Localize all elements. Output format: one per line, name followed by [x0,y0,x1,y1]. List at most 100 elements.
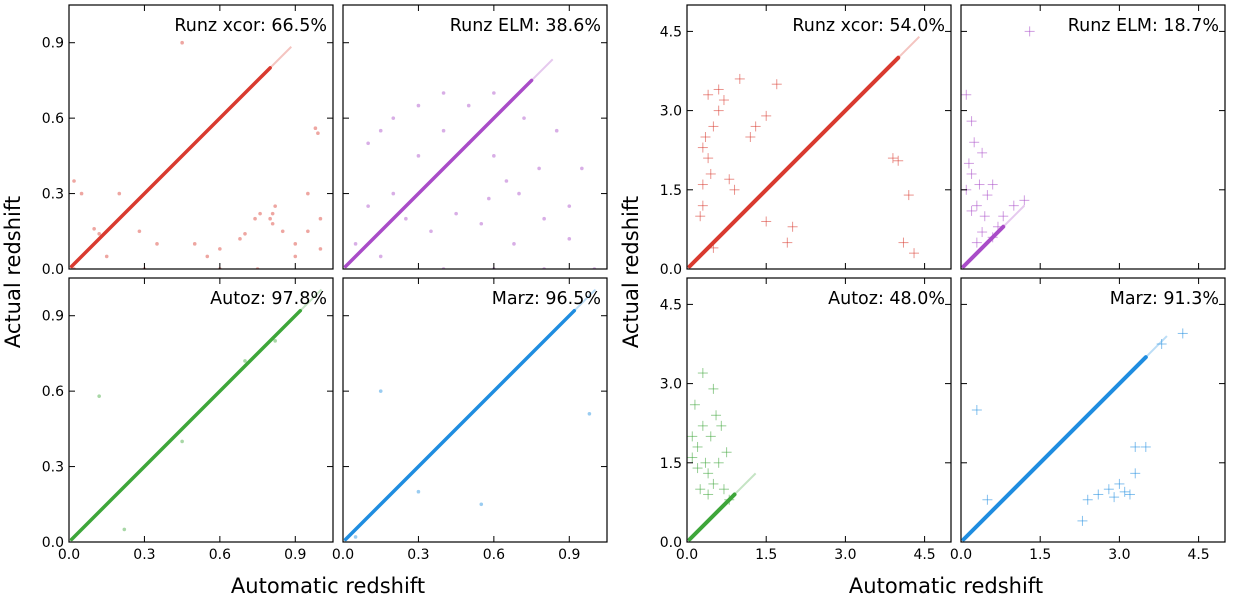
panel-frame [68,277,334,543]
data-point [492,91,496,95]
data-point [697,368,708,379]
data-point [705,431,716,442]
data-point [971,200,982,211]
data-point [761,110,772,121]
data-point [280,229,285,234]
x-tick-label: 0.6 [483,547,505,563]
data-point [745,132,756,142]
panel-title: Runz xcor: 66.5% [174,16,327,36]
data-point [703,153,714,164]
data-point [487,196,491,201]
data-point [466,141,471,146]
data-point [708,478,719,489]
data-point [700,132,711,142]
data-point [306,191,310,196]
data-point [697,420,708,431]
data-point [366,141,370,146]
data-point [1140,441,1151,452]
panel-frame [342,4,608,270]
data-point [318,247,323,251]
data-point [454,211,458,216]
panel-title: Marz: 91.3% [1110,289,1219,309]
left-y-axis-label: Actual redshift [1,196,25,348]
data-point [238,237,242,241]
panel-title: Runz xcor: 54.0% [792,16,945,36]
data-point [695,484,706,495]
data-point [1008,200,1019,211]
data-point [992,221,1003,232]
y-tick-label: 0.0 [42,535,64,551]
data-point [313,126,318,130]
data-point [441,91,446,95]
diagonal-series [343,308,577,542]
data-point [771,79,782,90]
data-point [687,452,698,463]
data-point [729,184,740,195]
y-tick-label: 0.0 [660,535,682,551]
data-point [687,431,698,442]
data-point [1103,484,1114,495]
right-x-axis-label: Automatic redshift [849,574,1043,598]
diagonal-series [961,224,1006,269]
data-point [97,394,101,398]
data-point [979,211,990,222]
diagonal-tail [1002,204,1026,228]
data-point [479,221,484,226]
data-point [692,463,703,474]
data-point [416,103,421,108]
data-point [273,339,277,343]
diagonal-series [343,78,534,269]
data-point [721,447,732,458]
data-point [378,254,383,259]
data-point [987,179,998,190]
panel-title: Autoz: 48.0% [828,289,945,309]
data-point [898,237,909,248]
data-point [703,89,714,100]
y-tick-label: 3.0 [660,104,682,120]
data-point [787,221,798,232]
data-point [734,73,745,84]
data-point [971,237,982,248]
y-tick-label: 0.6 [42,384,64,400]
panel-marz: 0.0 0.3 0.6 0.9 Marz: 96.5% [332,277,608,563]
y-tick-label: 4.5 [660,297,682,313]
data-point [703,468,714,479]
data-point [97,232,101,236]
x-tick-label: 4.5 [913,547,935,563]
data-point [587,411,592,416]
data-point [966,116,977,127]
data-point [1177,328,1188,339]
data-point [479,502,484,507]
data-point [1093,489,1104,500]
x-tick-label: 0.0 [58,547,80,563]
y-tick-label: 1.5 [660,456,682,472]
y-tick-label: 0.9 [42,36,64,52]
data-point [963,158,974,169]
data-point [1130,441,1141,452]
data-point [567,237,572,241]
data-point [117,191,122,196]
panel-marz: 0.0 1.5 3.0 4.5 Marz: 91.3% [950,277,1226,563]
data-point [192,242,197,246]
panel-frame [960,4,1226,270]
data-point [697,142,708,153]
data-points [687,368,757,542]
data-point [1119,486,1130,497]
data-point [700,457,711,468]
x-tick-label: 4.5 [1187,547,1209,563]
data-point [713,457,724,468]
data-point [512,242,516,246]
data-point [961,89,972,100]
data-point [92,226,96,231]
data-point [998,211,1009,222]
data-point [909,248,920,259]
panel-title: Marz: 96.5% [492,289,601,309]
panel-frame [68,4,334,270]
data-point [713,105,724,116]
x-tick-label: 3.0 [1108,547,1130,563]
right-y-axis-label: Actual redshift [619,196,643,348]
y-tick-label: 0.0 [660,262,682,278]
x-tick-label: 0.9 [558,547,580,563]
data-point [404,216,408,221]
data-point [1019,195,1030,206]
